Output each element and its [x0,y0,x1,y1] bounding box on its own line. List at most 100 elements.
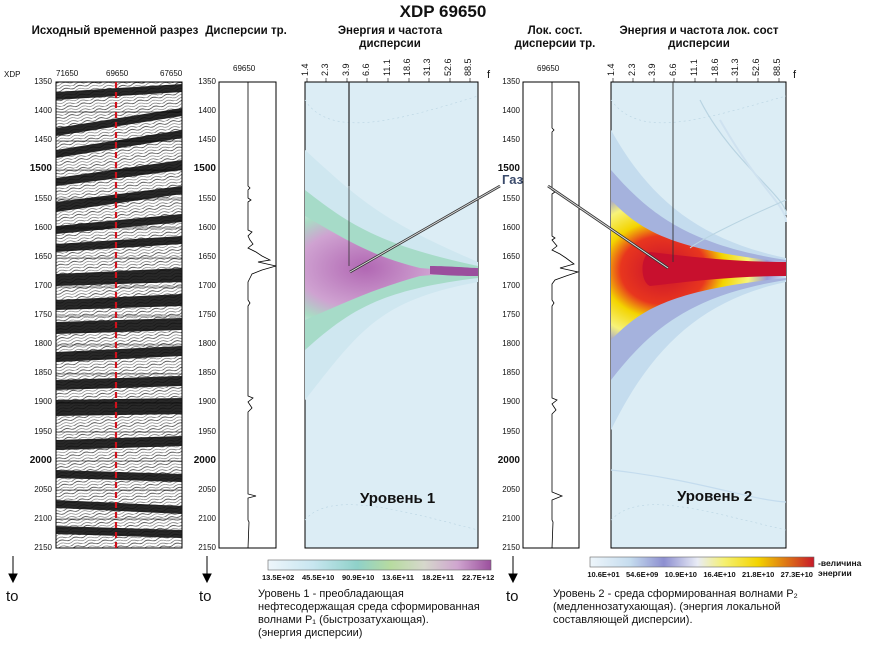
time-tick-label: 1400 [198,106,216,116]
energy-unit-label: -величина энергии [818,558,862,578]
time-tick-label: 1450 [34,135,52,145]
seismic-section [55,81,183,549]
header-local-energy-frequency: Энергия и частота лок. сост дисперсии [619,25,779,50]
scale-label: 10.9E+10 [664,570,697,579]
time-tick-label: 2150 [198,543,216,552]
caption-2-line: Уровень 2 - среда сформированная волнами… [553,588,798,600]
freq-tick-label: 1.4 [300,63,310,76]
section-tick-right: 67650 [160,69,183,78]
header-dispersion-trace: Дисперсии тр. [205,25,287,37]
caption-2-line: составляющей дисперсии). [553,614,693,626]
time-tick-label: 2050 [198,484,216,494]
time-arrow-label-1: to [6,588,19,605]
energy-frequency-panel-2 [547,81,787,549]
time-tick-label: 1350 [198,77,216,86]
time-tick-label: 1400 [34,106,52,116]
freq-tick-label: 31.3 [730,58,741,76]
time-tick-label: 1650 [502,251,520,261]
header-original-section: Исходный временной разрез [31,25,199,37]
time-tick-label: 1800 [198,339,216,349]
scale-label: 16.4E+10 [703,570,736,579]
scale-label: 21.8E+10 [742,570,775,579]
time-tick-label: 1500 [193,163,216,175]
time-tick-label: 1600 [198,222,216,232]
caption-1-line: волнами P₁ (быстрозатухающая). [258,614,429,626]
time-tick-label: 1600 [34,222,52,232]
time-tick-label: 1650 [34,251,52,261]
time-arrows [8,556,518,584]
caption-level-1: Уровень 1 - преобладающая нефтесодержаща… [258,588,508,640]
freq-label-1: f [487,69,491,81]
dispersion-trace-panel [218,81,277,549]
time-tick-label: 1800 [502,339,520,349]
time-tick-label: 1850 [502,368,520,378]
time-tick-label: 2000 [29,454,52,466]
freq-tick-label: 2.3 [320,63,331,76]
level-1-label: Уровень 1 [360,490,436,507]
local-dispersion-trace-panel [522,81,580,549]
time-tick-label: 2100 [34,513,52,523]
time-tick-label: 1650 [198,251,216,261]
time-tick-label: 1450 [198,135,216,145]
header-local-dispersion: Лок. сост. дисперсии тр. [514,25,596,50]
freq-tick-label: 88.5 [463,58,474,76]
freq-tick-label: 31.3 [422,58,433,76]
time-tick-label: 2100 [502,513,520,523]
time-tick-label: 1550 [502,193,520,203]
time-tick-label: 1800 [34,339,52,349]
time-tick-label: 2050 [34,484,52,494]
freq-tick-label: 2.3 [626,63,637,76]
freq-tick-label: 18.6 [402,58,412,76]
scale-label: 22.7E+12 [462,573,495,582]
time-tick-label: 2050 [502,484,520,494]
freq-tick-label: 3.9 [340,63,351,76]
scale-label: 27.3E+10 [780,570,813,579]
time-tick-label: 1500 [29,163,52,175]
scale-label: 90.9E+10 [342,573,375,582]
time-tick-label: 2150 [34,543,52,552]
local-dispersion-trace-line [551,82,580,549]
freq-tick-label: 1.4 [606,63,616,76]
freq-tick-label: 3.9 [647,63,658,76]
color-scale-2 [589,556,815,568]
time-tick-label: 1950 [198,426,216,436]
time-tick-label: 1550 [198,193,216,203]
scale-label: 10.6E+01 [587,570,620,579]
caption-1-line: Уровень 1 - преобладающая [258,588,404,600]
time-tick-label: 1950 [34,426,52,436]
time-tick-label: 1850 [34,368,52,378]
caption-1-line: нефтесодержащая среда сформированная [258,601,480,613]
time-tick-label: 1400 [502,106,520,116]
gas-label: Газ [502,172,524,187]
time-tick-label: 1950 [502,426,520,436]
dispersion-trace-line [247,82,277,549]
header-energy-frequency: Энергия и частота дисперсии [337,25,443,50]
time-tick-label: 1350 [502,77,520,86]
freq-tick-label: 11.1 [381,59,392,76]
time-tick-label: 1700 [34,280,52,290]
freq-tick-label: 18.6 [709,58,720,76]
freq-tick-label: 6.6 [361,63,372,76]
freq-tick-label: 52.6 [750,58,761,76]
scale-label: 13.6E+11 [382,573,414,582]
time-tick-label: 1500 [497,163,520,175]
time-tick-label: 1600 [502,222,520,232]
time-tick-label: 2000 [497,454,520,466]
main-title: XDP 69650 [399,2,487,21]
caption-level-2: Уровень 2 - среда сформированная волнами… [553,588,853,627]
time-tick-label: 1900 [502,397,520,407]
scale-label: 13.5E+02 [262,573,295,582]
trace-label: 69650 [233,64,256,73]
local-trace-label: 69650 [537,64,560,73]
time-tick-label: 1700 [198,280,216,290]
time-tick-label: 2100 [198,513,216,523]
caption-1-line: (энергия дисперсии) [258,627,363,639]
scale-label: 54.6E+09 [626,570,659,579]
time-tick-label: 1850 [198,368,216,378]
freq-tick-label: 11.1 [688,59,699,76]
scale-label: 45.5E+10 [302,573,335,582]
time-tick-label: 2000 [193,454,216,466]
freq-tick-label: 88.5 [771,58,782,76]
xdp-axis-label: XDP [4,70,21,79]
